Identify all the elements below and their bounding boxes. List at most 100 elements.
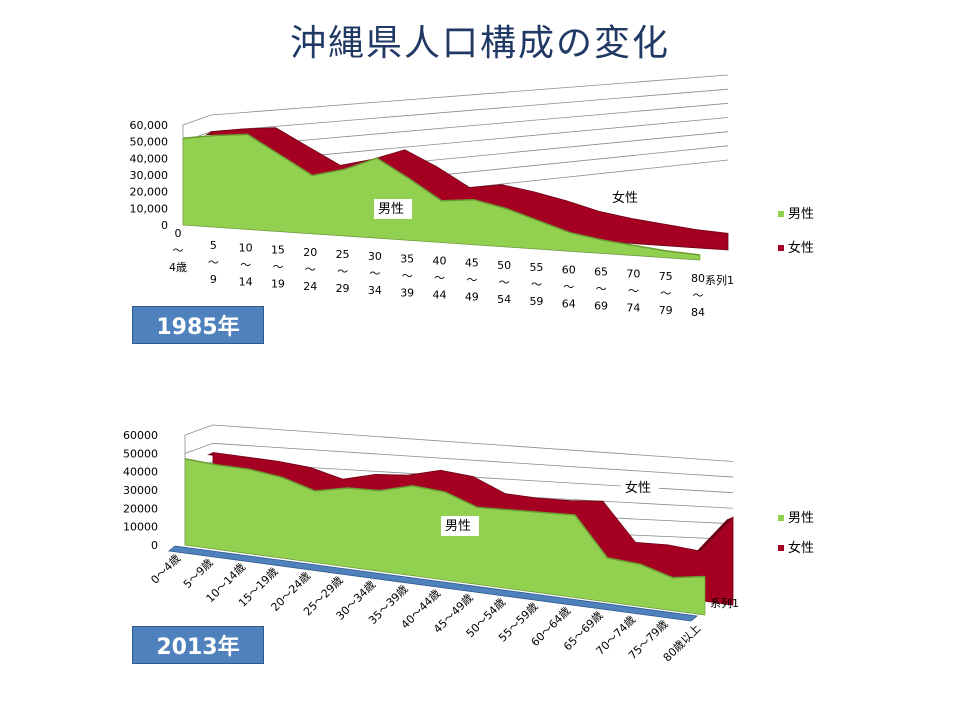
male-label-bg [374,199,412,219]
x-tick-line: 20 [303,246,317,259]
x-tick-line: 〜 [596,282,607,295]
y-tick-labels: 0 10000 20000 30000 40000 50000 60000 [123,429,158,552]
x-tick-line: 25 [336,248,350,261]
legend-label: 男性 [788,511,814,526]
x-tick-line: 14 [239,275,253,288]
x-tick-line: 5 [210,239,217,252]
x-tick-line: 64 [562,297,576,310]
legend-swatch [778,545,784,551]
x-tick-line: 〜 [208,256,219,269]
year-badge-2013: 2013年 [132,626,264,664]
x-tick-label: 0〜4歳 [148,552,183,587]
male-area-edge [184,458,706,579]
x-tick-line: 〜 [531,278,542,291]
y-tick-label: 60000 [123,429,158,442]
x-tick-line: 29 [336,282,350,295]
x-tick-line: 〜 [272,261,283,274]
x-tick-label: 30 〜 34 [368,250,382,297]
x-tick-line: 44 [433,289,447,302]
x-tick-line: 〜 [240,258,251,271]
male-label-bg [441,516,479,536]
x-tick-line: 80 [691,272,705,285]
x-tick-line: 39 [400,286,414,299]
legend-label: 男性 [788,207,814,222]
x-tick-label: 80 〜 84 [691,272,705,319]
x-tick-line: 50 [497,259,511,272]
y-tick-label: 0 [161,219,168,232]
x-tick-line: 〜 [337,265,348,278]
x-tick-line: 24 [303,280,317,293]
year-badge-1985: 1985年 [132,306,264,344]
female-label: 女性 [608,188,646,208]
legend-label: 女性 [788,240,814,256]
x-tick-line: 59 [529,295,543,308]
legend-swatch [778,211,784,217]
y-tick-label: 20000 [123,502,158,515]
x-tick-label: 35 〜 39 [400,252,414,299]
gridline-side [182,114,212,126]
x-tick-label: 20 〜 24 [303,246,317,293]
x-tick-line: 79 [659,304,673,317]
female-label-bg [621,478,659,498]
female-label-bg [608,188,646,208]
x-tick-label: 0 〜 4歳 [169,227,187,274]
x-tick-label: 45 〜 49 [465,257,479,304]
female-label-text: 女性 [625,480,651,496]
x-tick-line: 〜 [434,272,445,285]
population-chart-2013: 0100002000030000400005000060000男性女性系列10〜… [123,424,814,664]
x-tick-line: 〜 [499,276,510,289]
x-tick-line: 〜 [173,244,184,257]
x-tick-line: 19 [271,278,285,291]
series1-label: 系列1 [705,273,734,287]
x-tick-line: 〜 [402,269,413,282]
x-tick-line: 4歳 [169,261,187,274]
gridline-side [184,442,214,454]
x-tick-label: 25 〜 29 [336,248,350,295]
x-tick-line: 84 [691,306,705,319]
x-tick-line: 70 [626,268,640,281]
x-tick-label: 70 〜 74 [626,268,640,315]
x-tick-line: 74 [626,302,640,315]
male-label: 男性 [441,516,479,536]
y-tick-label: 50000 [123,447,158,460]
x-tick-line: 40 [433,255,447,268]
series1-label: 系列1 [710,596,739,610]
y-tick-label: 30,000 [130,169,169,182]
gridline [210,88,729,133]
y-tick-label: 30000 [123,484,158,497]
x-tick-line: 〜 [369,267,380,280]
x-tick-line: 75 [659,270,673,283]
male-label: 男性 [374,199,412,219]
x-tick-line: 55 [529,261,543,274]
legend-swatch [778,515,784,521]
y-tick-label: 10,000 [130,202,169,215]
y-tick-label: 20,000 [130,186,169,199]
x-tick-label: 40 〜 44 [433,255,447,302]
x-tick-line: 〜 [660,287,671,300]
x-tick-line: 69 [594,299,608,312]
gridline [212,424,734,462]
legend-swatch [778,245,784,251]
gridline [210,74,729,116]
x-tick-label: 15 〜 19 [271,244,285,291]
x-tick-line: 9 [210,273,217,286]
legend-label: 女性 [788,540,814,556]
x-tick-line: 10 [239,241,253,254]
x-tick-label: 55 〜 59 [529,261,543,308]
x-tick-label: 60 〜 64 [562,263,576,310]
x-tick-line: 34 [368,284,382,297]
x-tick-line: 0 [175,227,182,240]
y-tick-labels: 0 10,000 20,000 30,000 40,000 50,000 60,000 [130,119,169,232]
x-tick-line: 〜 [628,285,639,298]
x-tick-label: 50 〜 54 [497,259,511,306]
female-label: 女性 [621,478,659,498]
female-label-text: 女性 [612,190,638,206]
x-tick-line: 49 [465,291,479,304]
x-tick-label: 65 〜 69 [594,265,608,312]
male-label-text: 男性 [378,202,404,217]
y-tick-label: 60,000 [130,119,169,132]
x-tick-label: 75 〜 79 [659,270,673,317]
x-tick-line: 〜 [305,263,316,276]
